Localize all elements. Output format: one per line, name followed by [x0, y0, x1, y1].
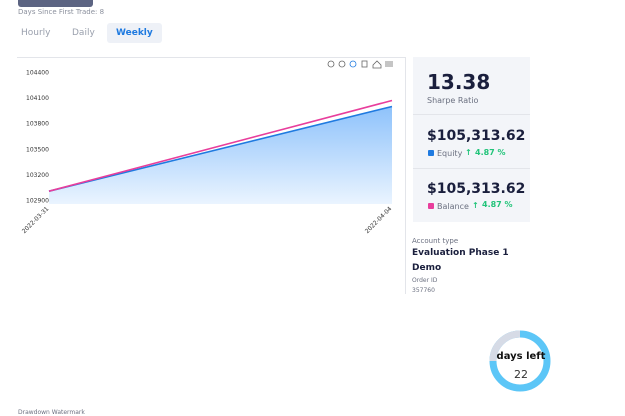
- y-tick-label: 104100: [26, 95, 49, 102]
- line: [48, 99, 393, 192]
- chart-panel: [17, 57, 406, 294]
- x-tick-label: 2022-03-31: [21, 205, 51, 235]
- days-since: Days Since First Trade: 8: [18, 8, 105, 16]
- up-arrow: ↑: [472, 201, 479, 210]
- account-type-label: Account type: [412, 237, 459, 245]
- account-type: Evaluation Phase 1: [412, 248, 509, 258]
- y-tick-label: 103200: [26, 172, 49, 179]
- equity-swatch: [428, 150, 434, 156]
- sharpe: 13.38: [427, 70, 491, 94]
- balance-swatch: [428, 203, 434, 209]
- toolbar[interactable]: [327, 60, 393, 69]
- equity: $105,313.62: [427, 128, 526, 144]
- tab-active[interactable]: Weekly: [107, 23, 162, 43]
- order-label: Order ID: [412, 277, 438, 284]
- days-left-label: days left: [497, 351, 546, 362]
- divider: [413, 168, 530, 169]
- drawdown-label: Drawdown Watermark: [18, 409, 85, 416]
- x-tick-label: 2022-04-04: [364, 205, 394, 235]
- days-left-value: 22: [514, 368, 528, 381]
- stats-panel: [413, 57, 530, 222]
- chart: 102900 103200 103500 103800 104100 104400 2022…: [21, 60, 394, 235]
- tab[interactable]: Daily: [72, 28, 95, 38]
- tab[interactable]: Hourly: [21, 28, 51, 38]
- sharpe-label: Sharpe Ratio: [427, 96, 479, 105]
- days-left-ring: days left 22: [489, 330, 551, 392]
- equity-label: Equity: [437, 149, 463, 158]
- y-tick-label: 103500: [26, 146, 49, 153]
- divider: [413, 114, 530, 115]
- y-tick-label: 104400: [26, 69, 49, 76]
- y-tick-label: 103800: [26, 121, 49, 128]
- area: [49, 106, 392, 204]
- line: [48, 105, 393, 192]
- top-button[interactable]: [18, 0, 93, 7]
- divider: [405, 232, 406, 294]
- account-mode: Demo: [412, 263, 442, 273]
- balance: $105,313.62: [427, 181, 526, 197]
- equity-change: 4.87 %: [475, 148, 506, 157]
- order-id: 357760: [412, 287, 435, 294]
- up-arrow: ↑: [465, 148, 472, 157]
- balance-label: Balance: [437, 202, 469, 211]
- y-tick-label: 102900: [26, 198, 49, 205]
- balance-change: 4.87 %: [482, 200, 513, 209]
